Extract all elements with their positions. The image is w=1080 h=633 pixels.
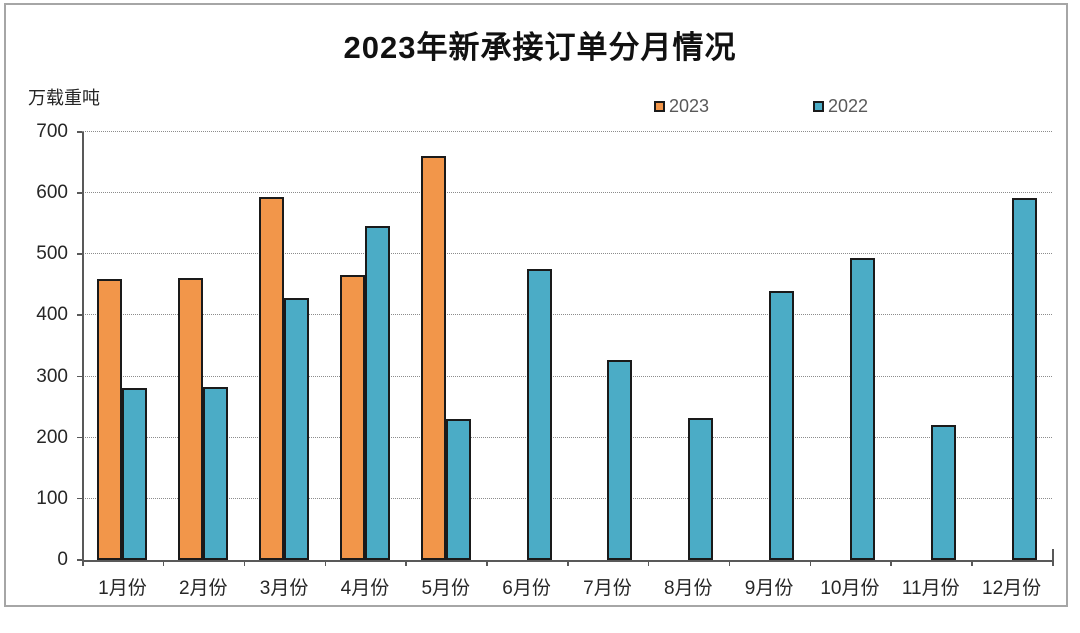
x-category-label-4: 4月份: [340, 578, 390, 599]
x-boundary-tick-11: [971, 560, 973, 566]
x-boundary-tick-12: [1052, 560, 1054, 566]
legend-swatch-2022-icon: [813, 100, 824, 112]
bar-2022-11月份: [930, 425, 956, 560]
bar-2022-12月份: [1011, 198, 1037, 560]
y-tick-label-700: 700: [36, 121, 68, 142]
x-category-label-7: 7月份: [583, 578, 632, 599]
x-boundary-tick-10: [890, 560, 892, 566]
x-boundary-tick-5: [486, 560, 488, 566]
x-category-label-12: 12月份: [982, 578, 1042, 599]
y-tick-0: [77, 559, 82, 561]
y-tick-label-0: 0: [57, 549, 68, 570]
y-tick-label-100: 100: [36, 487, 68, 509]
bar-2022-3月份: [284, 298, 310, 560]
gridline-600: [82, 192, 1052, 194]
x-category-label-6: 6月份: [502, 578, 551, 599]
bar-2022-4月份: [364, 226, 390, 560]
x-boundary-tick-9: [809, 560, 811, 566]
bar-2023-5月份: [420, 156, 446, 560]
gridline-700: [82, 131, 1052, 132]
x-boundary-tick-2: [243, 560, 246, 566]
y-axis-line: [82, 132, 84, 561]
bar-2023-4月份: [339, 275, 365, 560]
x-category-label-10: 10月份: [820, 578, 880, 599]
x-boundary-tick-7: [647, 560, 650, 566]
x-boundary-tick-6: [567, 560, 569, 566]
bar-2023-2月份: [178, 277, 204, 560]
legend-swatch-2023-icon: [654, 100, 665, 112]
legend-item-2022: 2022: [813, 96, 868, 116]
y-tick-label-300: 300: [36, 365, 68, 387]
gridline-200: [82, 436, 1052, 438]
x-category-label-2: 2月份: [178, 578, 228, 599]
y-tick-400: [77, 314, 82, 316]
chart-title: 2023年新承接订单分月情况: [343, 30, 737, 65]
gridline-400: [82, 314, 1052, 316]
x-boundary-tick-8: [728, 560, 731, 566]
bar-2022-5月份: [445, 418, 471, 560]
bar-2022-2月份: [203, 386, 229, 560]
y-tick-600: [77, 192, 82, 194]
bar-2022-8月份: [688, 418, 714, 560]
bar-2022-6月份: [526, 268, 552, 560]
y-tick-label-500: 500: [36, 243, 68, 265]
y-tick-200: [77, 436, 82, 439]
gridline-300: [82, 375, 1052, 377]
x-category-label-11: 11月份: [901, 578, 960, 599]
x-boundary-tick-0: [82, 560, 84, 566]
x-category-label-5: 5月份: [421, 578, 471, 599]
gridline-100: [82, 497, 1052, 499]
x-boundary-tick-1: [162, 560, 165, 566]
legend-label-2022: 2022: [828, 95, 869, 116]
x-axis-right-stub: [1052, 549, 1054, 560]
x-boundary-tick-4: [405, 560, 407, 566]
x-boundary-tick-3: [324, 560, 326, 566]
x-category-label-9: 9月份: [744, 578, 794, 599]
bar-2022-10月份: [849, 257, 875, 560]
y-tick-300: [77, 375, 82, 378]
x-category-label-3: 3月份: [259, 578, 309, 599]
y-tick-700: [77, 131, 82, 133]
gridline-500: [82, 253, 1052, 255]
y-tick-500: [77, 253, 82, 255]
x-category-label-1: 1月份: [98, 578, 147, 599]
bar-2022-1月份: [122, 388, 148, 560]
y-tick-label-200: 200: [36, 426, 68, 448]
legend-item-2023: 2023: [654, 96, 709, 116]
bar-2023-3月份: [259, 197, 285, 560]
y-tick-label-400: 400: [36, 304, 68, 326]
y-tick-label-600: 600: [36, 182, 68, 204]
bar-2022-7月份: [607, 360, 633, 560]
bar-2023-1月份: [97, 278, 123, 560]
legend-label-2023: 2023: [669, 95, 710, 116]
bar-2022-9月份: [769, 290, 795, 560]
y-axis-unit-label: 万载重吨: [28, 88, 100, 108]
y-tick-100: [77, 497, 82, 500]
x-category-label-8: 8月份: [663, 578, 713, 599]
